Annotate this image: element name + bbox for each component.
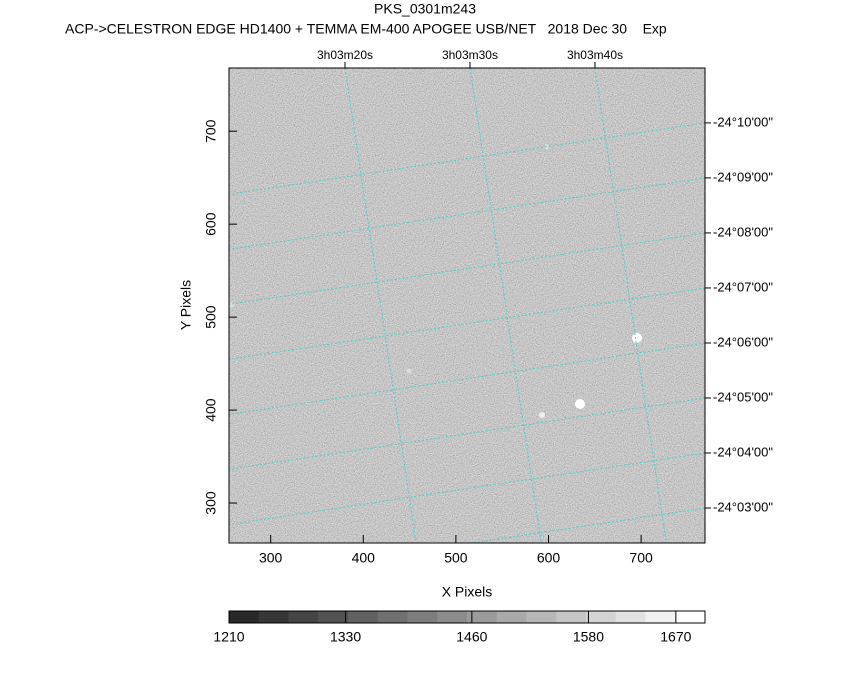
chart-subtitle: ACP->CELESTRON EDGE HD1400 + TEMMA EM-40…	[65, 21, 667, 37]
dec-grid-line	[468, 507, 705, 543]
star	[632, 333, 642, 343]
y-axis-label: Y Pixels	[178, 280, 194, 330]
image-pixels	[229, 68, 705, 543]
colorbar-tick-label: 1210	[213, 629, 244, 645]
colorbar-step	[526, 611, 557, 623]
dec-grid-line	[229, 452, 705, 525]
colorbar: 1210 1330 1460 1580 1670	[213, 610, 706, 645]
dec-grid-line	[229, 122, 705, 195]
colorbar-tick-label: 1460	[456, 629, 487, 645]
x-tick-label: 600	[537, 550, 561, 566]
star	[406, 368, 412, 374]
dec-tick-label: -24°07'00"	[713, 279, 773, 294]
coordinate-grid	[229, 68, 705, 543]
dec-tick-label: -24°09'00"	[713, 169, 773, 184]
x-tick-label: 700	[629, 550, 653, 566]
x-tick-label: 400	[352, 550, 376, 566]
colorbar-step	[229, 611, 260, 623]
ra-tick-label: 3h03m20s	[317, 48, 373, 62]
colorbar-tick-label: 1330	[330, 629, 361, 645]
y-tick-label: 400	[203, 398, 219, 422]
ra-grid-line	[594, 68, 667, 543]
dec-tick-label: -24°03'00"	[713, 499, 773, 514]
star	[575, 399, 585, 409]
ra-tick-label: 3h03m40s	[567, 48, 623, 62]
colorbar-step	[407, 611, 438, 623]
colorbar-step	[615, 611, 646, 623]
x-tick-label: 500	[444, 550, 468, 566]
y-tick-label: 300	[203, 491, 219, 515]
dec-grid-line	[229, 287, 705, 360]
colorbar-step	[377, 611, 408, 623]
sky-image	[229, 68, 705, 543]
colorbar-step	[318, 611, 349, 623]
colorbar-step	[586, 611, 617, 623]
colorbar-tick-label: 1670	[660, 629, 691, 645]
x-axis-label: X Pixels	[442, 584, 493, 600]
dec-tick-label: -24°05'00"	[713, 389, 773, 404]
dec-grid-line	[229, 177, 705, 250]
chart-title: PKS_0301m243	[374, 1, 476, 17]
colorbar-step	[437, 611, 468, 623]
dec-grid-line	[229, 342, 705, 415]
dec-tick-label: -24°06'00"	[713, 334, 773, 349]
dec-tick-label: -24°04'00"	[713, 444, 773, 459]
plot-frame	[228, 67, 706, 544]
colorbar-step	[348, 611, 379, 623]
star	[539, 412, 545, 418]
colorbar-step	[258, 611, 289, 623]
ra-tick-label: 3h03m30s	[442, 48, 498, 62]
colorbar-tick-label: 1580	[573, 629, 604, 645]
ra-grid-line	[469, 68, 542, 543]
dec-tick-label: -24°10'00"	[713, 114, 773, 129]
colorbar-step	[496, 611, 527, 623]
colorbar-step	[675, 611, 706, 623]
x-tick-label: 300	[259, 550, 283, 566]
colorbar-step	[467, 611, 498, 623]
y-tick-label: 700	[203, 119, 219, 143]
star	[545, 145, 549, 149]
colorbar-step	[556, 611, 587, 623]
ra-grid-line	[344, 68, 417, 543]
colorbar-step	[288, 611, 319, 623]
y-tick-label: 600	[203, 212, 219, 236]
y-tick-label: 500	[203, 305, 219, 329]
colorbar-step	[645, 611, 676, 623]
dec-tick-label: -24°08'00"	[713, 224, 773, 239]
dec-grid-line	[229, 232, 705, 305]
dec-grid-line	[229, 397, 705, 470]
